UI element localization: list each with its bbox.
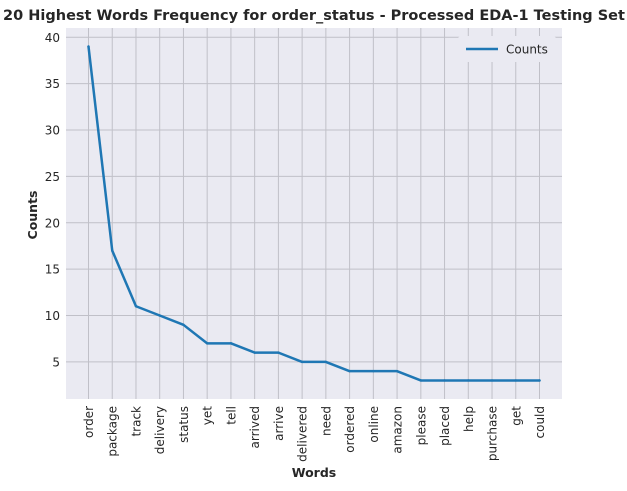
data-point-ordered (348, 369, 351, 373)
x-tick-label-need: need (319, 406, 333, 436)
x-tick-label-track: track (129, 406, 143, 437)
y-axis-label: Counts (25, 191, 40, 240)
grid (66, 28, 562, 399)
x-axis-ticks: order package track delivery status yet tell ar… (82, 406, 547, 462)
data-point-track (134, 305, 138, 308)
data-point-help (467, 379, 470, 382)
x-tick-label-help: help (462, 406, 476, 432)
x-tick-label-could: could (533, 406, 547, 439)
data-point-amazon (395, 369, 399, 373)
y-tick-label: 30 (45, 124, 60, 138)
x-tick-label-delivery: delivery (153, 406, 167, 454)
data-point-purchase (490, 379, 494, 382)
y-tick-label: 10 (45, 309, 60, 323)
chart-title: 20 Highest Words Frequency for order_sta… (3, 8, 625, 24)
y-tick-label: 20 (45, 216, 60, 230)
x-tick-label-tell: tell (224, 406, 238, 425)
data-point-arrived (253, 351, 256, 354)
x-tick-label-placed: placed (438, 406, 452, 446)
y-tick-label: 40 (45, 31, 60, 45)
legend-box (458, 36, 556, 62)
series-line-counts (87, 45, 541, 382)
data-point-status (182, 323, 185, 326)
legend: Counts (458, 36, 556, 62)
x-tick-label-yet: yet (201, 406, 215, 425)
x-axis-label: Words (292, 465, 336, 480)
x-tick-label-status: status (177, 406, 191, 443)
x-tick-label-package: package (106, 406, 120, 457)
data-point-online (372, 369, 375, 373)
x-tick-label-delivered: delivered (296, 406, 310, 462)
x-tick-label-arrive: arrive (272, 406, 286, 441)
data-point-need (324, 360, 328, 364)
y-tick-label: 25 (45, 170, 60, 184)
x-tick-label-ordered: ordered (343, 406, 357, 453)
plot-area (66, 28, 562, 399)
data-point-could (538, 379, 541, 382)
data-point-get (514, 379, 517, 382)
x-tick-label-purchase: purchase (486, 406, 500, 461)
data-point-order (87, 45, 90, 48)
data-point-arrive (277, 351, 280, 354)
y-tick-label: 15 (45, 263, 60, 277)
x-tick-label-get: get (509, 406, 523, 426)
data-point-placed (443, 379, 446, 382)
data-point-delivery (158, 314, 161, 317)
legend-label-counts: Counts (506, 43, 548, 57)
y-tick-label: 5 (52, 355, 60, 369)
data-point-delivered (300, 360, 304, 364)
data-point-yet (205, 342, 209, 345)
data-point-tell (229, 342, 233, 345)
data-point-package (111, 249, 114, 252)
x-tick-label-please: please (414, 406, 428, 445)
x-tick-label-arrived: arrived (248, 406, 262, 448)
x-tick-label-order: order (82, 406, 96, 438)
series-group (87, 45, 541, 382)
y-tick-label: 35 (45, 77, 60, 91)
x-tick-label-amazon: amazon (391, 406, 405, 454)
data-point-please (419, 379, 423, 382)
x-tick-label-online: online (367, 406, 381, 443)
y-axis-ticks: 5 10 15 20 25 30 35 40 (45, 31, 60, 370)
